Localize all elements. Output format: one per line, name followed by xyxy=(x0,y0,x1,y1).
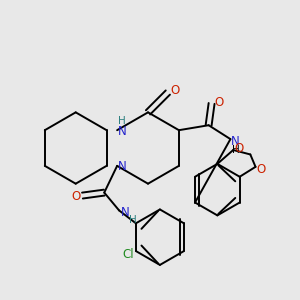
Text: N: N xyxy=(118,160,127,173)
Text: O: O xyxy=(71,190,80,203)
Text: H: H xyxy=(129,215,137,225)
Text: N: N xyxy=(118,125,127,138)
Text: N: N xyxy=(231,135,240,148)
Text: O: O xyxy=(214,96,223,109)
Text: O: O xyxy=(235,142,244,154)
Text: H: H xyxy=(118,116,126,126)
Text: H: H xyxy=(232,145,239,155)
Text: O: O xyxy=(257,163,266,176)
Text: O: O xyxy=(170,84,179,97)
Text: Cl: Cl xyxy=(122,248,134,260)
Text: N: N xyxy=(121,206,129,219)
